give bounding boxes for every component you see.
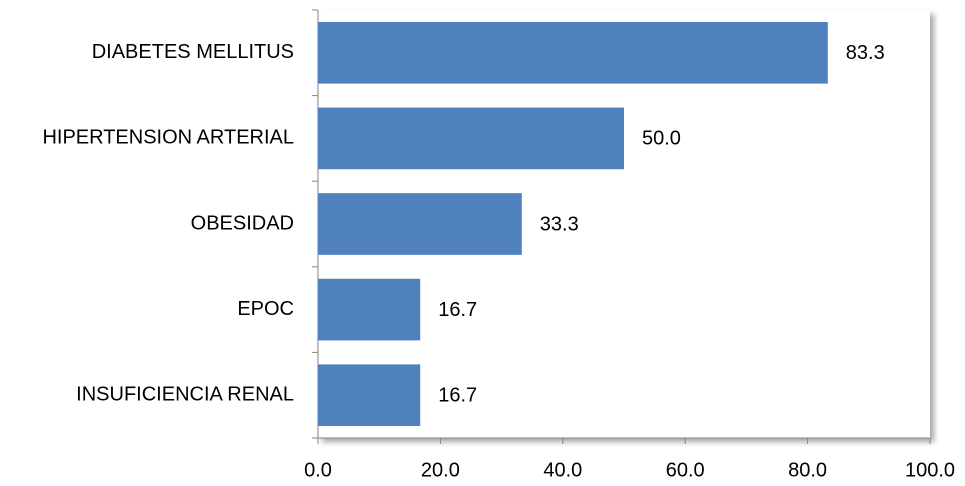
x-tick-label: 0.0 (304, 459, 332, 481)
value-label: 33.3 (540, 213, 579, 235)
y-tick-label: HIPERTENSION ARTERIAL (42, 127, 294, 149)
y-tick-label: EPOC (237, 298, 294, 320)
y-tick-label: DIABETES MELLITUS (92, 41, 294, 63)
value-label: 16.7 (438, 299, 477, 321)
y-tick-label: INSUFICIENCIA RENAL (76, 383, 294, 405)
value-label: 83.3 (846, 42, 885, 64)
x-tick-label: 40.0 (543, 459, 582, 481)
y-tick-label: OBESIDAD (191, 212, 294, 234)
bar (318, 107, 624, 170)
x-tick-label: 20.0 (421, 459, 460, 481)
x-tick-label: 60.0 (666, 459, 705, 481)
bar (318, 364, 421, 427)
x-tick-label: 80.0 (788, 459, 827, 481)
value-label: 16.7 (438, 384, 477, 406)
bar (318, 193, 522, 255)
value-label: 50.0 (642, 128, 681, 150)
bar (318, 278, 421, 341)
x-tick-label: 100.0 (905, 459, 955, 481)
bar (318, 21, 828, 84)
